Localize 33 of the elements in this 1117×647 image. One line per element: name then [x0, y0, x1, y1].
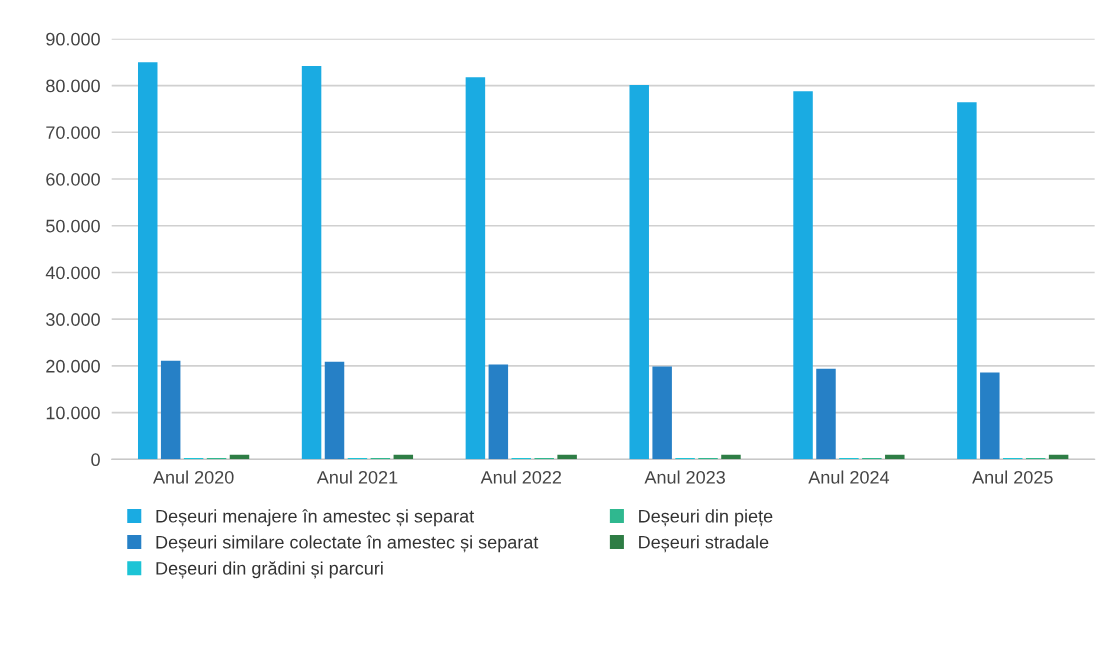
bar	[629, 85, 649, 460]
y-tick-label: 40.000	[45, 266, 100, 280]
y-tick-label: 70.000	[46, 126, 100, 139]
bar	[160, 360, 181, 460]
y-tick-label: 30.000	[46, 313, 100, 326]
bar	[980, 372, 1000, 460]
legend-label: Deșeuri stradale	[639, 535, 769, 553]
y-tick-label: 60.000	[46, 172, 100, 186]
bar	[324, 361, 345, 460]
y-tick-label: 10.000	[46, 406, 100, 420]
legend-label: Deșeuri din grădini și parcuri	[156, 561, 383, 579]
x-tick-label: Anul 2021	[316, 470, 398, 484]
bar	[301, 65, 322, 460]
y-tick-label: 0	[91, 453, 100, 467]
bar	[465, 77, 486, 460]
y-tick-label: 80.000	[46, 79, 100, 93]
bar	[793, 91, 813, 460]
x-tick-label: Anul 2023	[644, 470, 725, 484]
legend-label: Deșeuri menajere în amestec și separat	[156, 509, 475, 527]
legend-label: Deșeuri din piețe	[639, 509, 773, 527]
x-tick-label: Anul 2022	[480, 470, 562, 484]
legend-label: Deșeuri similare colectate în amestec și separat	[156, 535, 539, 553]
y-tick-label: 50.000	[46, 219, 100, 233]
bar	[488, 364, 509, 460]
bar	[137, 62, 158, 460]
bar	[957, 102, 977, 460]
bar	[816, 368, 836, 460]
y-tick-label: 90.000	[46, 32, 100, 46]
y-tick-label: 20.000	[46, 359, 100, 373]
x-tick-label: Anul 2024	[808, 470, 890, 484]
x-tick-label: Anul 2025	[972, 470, 1053, 484]
x-tick-label: Anul 2020	[152, 470, 234, 484]
bar	[652, 366, 672, 460]
